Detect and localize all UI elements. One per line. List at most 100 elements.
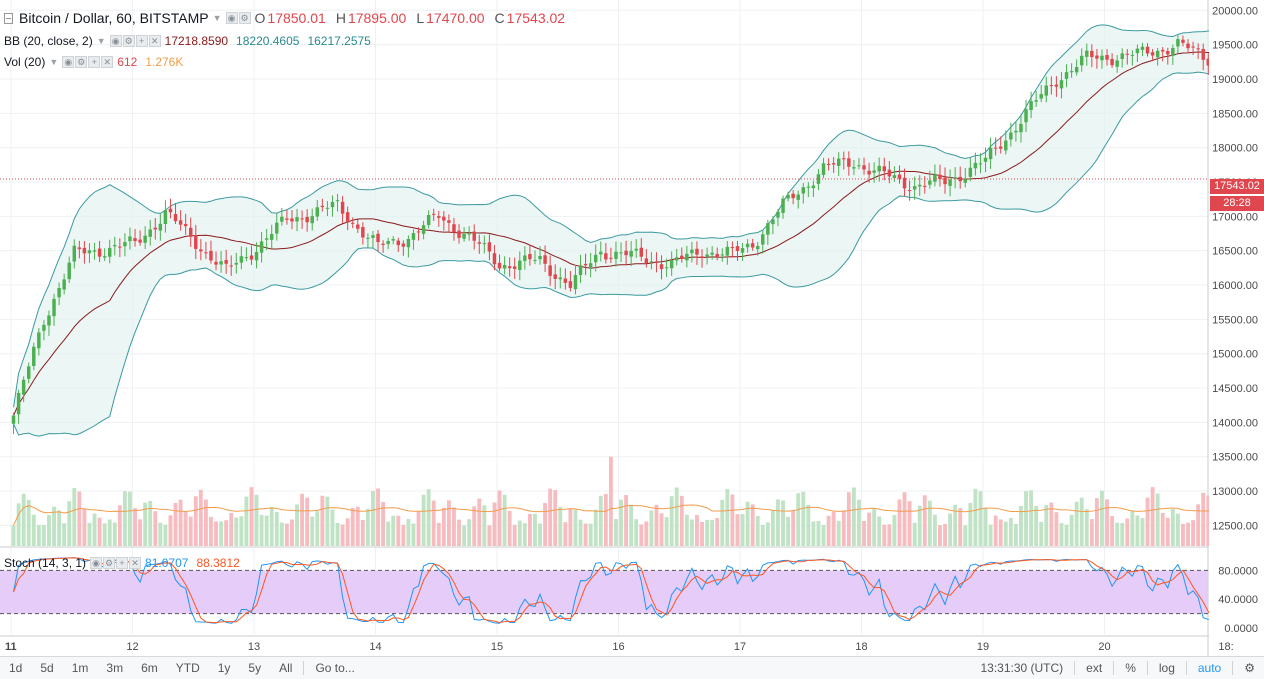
candle [710,252,714,255]
candle [599,251,603,255]
range-1m[interactable]: 1m [71,661,89,675]
percent-toggle[interactable]: % [1125,661,1136,675]
volume-bar [563,522,568,546]
symbol-title[interactable]: Bitcoin / Dollar, 60, BITSTAMP [19,10,209,26]
auto-toggle[interactable]: auto [1197,661,1222,675]
add-icon[interactable]: + [116,557,129,569]
candle [892,175,897,179]
volume-bar [705,519,710,546]
candle [806,186,811,188]
add-icon[interactable]: + [135,35,148,47]
price-tick-label: 13500.00 [1212,452,1258,464]
volume-bar [340,524,345,546]
bb-band-fill [13,21,1264,437]
candle [573,275,578,290]
close-icon[interactable]: ✕ [129,557,142,569]
volume-bar [1049,502,1054,546]
stoch-label[interactable]: Stoch (14, 3, 1) [4,556,87,570]
open-label: O [254,10,266,26]
log-toggle[interactable]: log [1158,661,1175,675]
volume-bar [715,518,720,546]
settings-icon[interactable]: ⚙ [103,557,116,569]
settings-icon[interactable]: ⚙ [75,56,88,68]
chevron-down-icon[interactable]: ▼ [49,57,59,67]
volume-bar [198,489,203,546]
candle [735,246,740,251]
close-icon[interactable]: ✕ [101,56,114,68]
candle [593,254,598,263]
goto-button[interactable]: Go to... [315,661,355,675]
candle [604,253,608,260]
volume-bar [345,518,350,546]
eye-icon[interactable]: ◉ [62,56,75,68]
clock-time[interactable]: 13:31:30 (UTC) [980,661,1064,675]
volume-bar [1145,497,1150,546]
candle [188,227,193,237]
toolbar-divider [1074,661,1076,675]
candle [502,264,507,269]
eye-icon[interactable]: ◉ [225,12,238,24]
volume-bar [350,507,355,546]
range-3m[interactable]: 3m [106,661,124,675]
candle [32,346,36,366]
candle [1201,48,1205,60]
range-1d[interactable]: 1d [9,661,23,675]
price-chart[interactable]: 20000.00 19500.00 19000.00 18500.00 18000.00… [0,0,1264,656]
volume-bar [421,494,426,546]
range-1y[interactable]: 1y [217,661,231,675]
volume-bar [831,511,836,546]
add-icon[interactable]: + [88,56,101,68]
volume-controls[interactable]: ◉ ⚙ + ✕ [62,56,114,68]
candle [457,230,461,238]
volume-bar [725,489,730,546]
range-ytd[interactable]: YTD [175,661,200,675]
candle [264,238,269,240]
close-value: 17543.02 [506,10,566,26]
volume-label[interactable]: Vol (20) [4,55,46,69]
settings-icon[interactable]: ⚙ [122,35,135,47]
range-5y[interactable]: 5y [248,661,262,675]
range-5d[interactable]: 5d [40,661,54,675]
settings-icon[interactable]: ⚙ [238,12,251,24]
volume-bar [482,505,487,546]
volume-bar [1019,505,1023,546]
stoch-controls[interactable]: ◉ ⚙ + ✕ [90,557,142,569]
volume-bar [720,499,725,546]
chevron-down-icon[interactable]: ▼ [96,36,106,46]
candle [148,229,152,237]
candle [345,212,350,223]
candle [507,266,512,269]
candle [229,265,233,267]
eye-icon[interactable]: ◉ [109,35,122,47]
bb-label[interactable]: BB (20, close, 2) [4,34,93,48]
candle [209,250,213,261]
candle [745,243,750,248]
range-6m[interactable]: 6m [141,661,158,675]
series-controls[interactable]: ◉ ⚙ [225,12,251,24]
candle [923,185,927,187]
volume-bar [1024,491,1028,546]
candle [928,180,932,185]
candle [285,218,289,220]
volume-bar [77,491,82,546]
volume-bar [284,523,289,546]
candle [619,252,623,254]
range-all[interactable]: All [279,661,293,675]
volume-bar [887,524,892,546]
bb-legend: BB (20, close, 2) ▼ ◉ ⚙ + ✕ 17218.8590 1822… [4,34,379,48]
close-icon[interactable]: ✕ [148,35,161,47]
ext-toggle[interactable]: ext [1086,661,1103,675]
gear-icon[interactable]: ⚙ [1244,661,1255,675]
volume-bar [128,491,132,546]
candle [685,253,689,261]
collapse-icon[interactable] [4,12,13,24]
candle [578,265,583,276]
candle [361,227,365,238]
bb-controls[interactable]: ◉ ⚙ + ✕ [109,35,161,47]
chevron-down-icon[interactable]: ▼ [212,13,222,23]
volume-bar [801,491,806,546]
candle [528,254,532,260]
candle [1079,55,1084,66]
volume-bar [710,519,715,546]
eye-icon[interactable]: ◉ [90,557,103,569]
